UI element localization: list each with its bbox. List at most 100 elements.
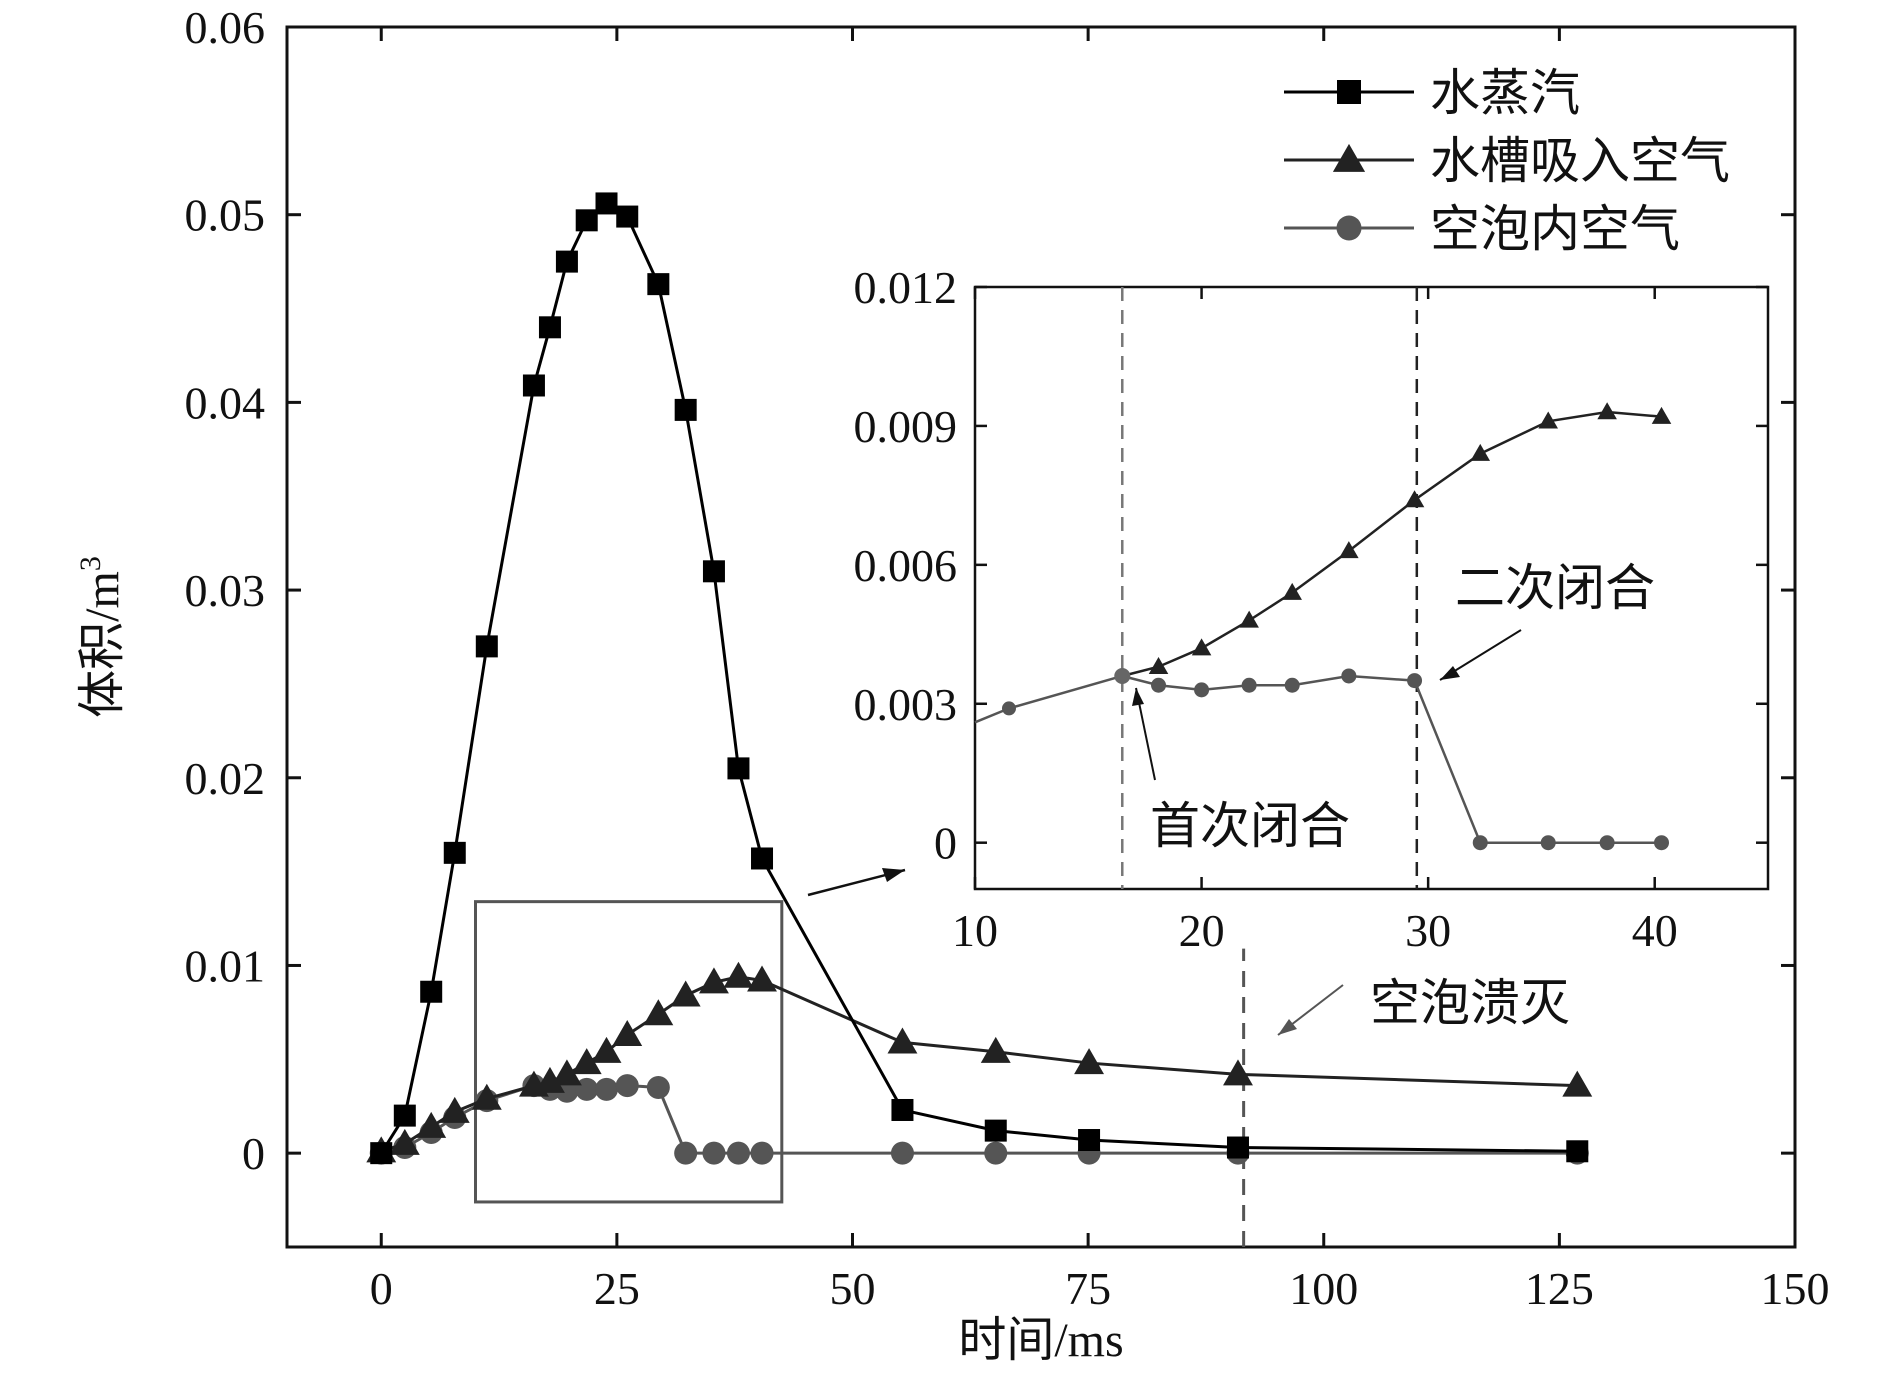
inset-point-cavity-air-10 [1654, 835, 1670, 851]
svg-text:体积/m3: 体积/m3 [74, 556, 129, 718]
inset-x-tick-label-2: 30 [1405, 905, 1451, 956]
legend-marker-air-absorbed [1332, 143, 1366, 172]
main-axis-ticks [287, 25, 1797, 1247]
inset-y-tick-label-4: 0.012 [854, 262, 958, 313]
inset-x-tick-label-0: 10 [952, 905, 998, 956]
inset-point-air-absorbed-7 [1470, 443, 1491, 461]
point-air-absorbed-6 [535, 1066, 565, 1093]
point-vapor-20 [1566, 1140, 1589, 1163]
y-tick-label-6: 0.06 [185, 2, 266, 53]
point-cavity-air-17 [984, 1141, 1008, 1165]
point-air-absorbed-8 [571, 1048, 602, 1075]
second-closure-annotation: 二次闭合 [1455, 560, 1655, 616]
point-air-absorbed-14 [723, 961, 754, 988]
inset-first-closure-point [1114, 667, 1131, 684]
legend-label-vapor: 水蒸汽 [1430, 65, 1580, 121]
first-closure-arrowhead [1132, 688, 1144, 706]
point-cavity-air-7 [555, 1079, 579, 1103]
point-air-absorbed-4 [471, 1083, 502, 1110]
inset-point-cavity-air-3 [1241, 677, 1257, 693]
y-axis-label-superscript: 3 [74, 556, 107, 571]
inset-plot-frame [973, 285, 1770, 891]
inset-point-cavity-air-4 [1284, 677, 1300, 693]
point-vapor-11 [647, 273, 670, 296]
point-vapor-14 [727, 757, 750, 780]
second-closure-arrowhead [1440, 666, 1460, 680]
legend-label-cavity-air: 空泡内空气 [1430, 201, 1680, 257]
point-vapor-9 [595, 192, 618, 215]
inset-point-cavity-air-1 [1151, 677, 1167, 693]
inset-point-cavity-air-9 [1599, 835, 1615, 851]
inset-shared-point [1001, 701, 1016, 716]
point-vapor-7 [555, 250, 578, 273]
y-axis-label-group: 体积/m3 [74, 556, 129, 718]
main-series-layer [366, 192, 1593, 1165]
inset-axis-ticks [973, 285, 1768, 889]
point-air-absorbed-12 [670, 980, 701, 1007]
point-vapor-2 [420, 980, 443, 1003]
point-air-absorbed-2 [416, 1111, 447, 1138]
point-vapor-6 [538, 316, 561, 339]
x-tick-label-5: 125 [1525, 1263, 1594, 1314]
point-cavity-air-12 [674, 1141, 698, 1165]
legend-marker-vapor [1337, 80, 1361, 104]
inset-point-cavity-air-8 [1540, 835, 1556, 851]
point-vapor-1 [393, 1104, 416, 1127]
first-closure-annotation: 首次闭合 [1150, 798, 1350, 854]
point-air-absorbed-13 [699, 967, 729, 994]
x-tick-label-4: 100 [1289, 1263, 1358, 1314]
inset-closure-lines [1121, 287, 1419, 889]
point-cavity-air-10 [615, 1074, 639, 1098]
point-air-absorbed-17 [980, 1036, 1011, 1063]
point-vapor-12 [674, 398, 697, 421]
point-cavity-air-14 [726, 1141, 750, 1165]
point-vapor-15 [751, 847, 774, 870]
point-air-absorbed-19 [1223, 1059, 1253, 1086]
inset-point-air-absorbed-1 [1148, 656, 1169, 674]
point-air-absorbed-15 [747, 965, 777, 992]
inset-tick-labels: 10 20 30 40 0 0.003 0.006 0.009 0.012 [854, 262, 1678, 956]
collapse-pointer-arrowhead [1278, 1019, 1297, 1035]
point-air-absorbed-20 [1562, 1070, 1593, 1097]
inset-point-cavity-air-6 [1407, 673, 1423, 689]
point-air-absorbed-3 [439, 1096, 470, 1123]
y-tick-label-1: 0.01 [185, 940, 266, 991]
y-tick-label-4: 0.04 [185, 377, 266, 428]
x-axis-label: 时间/ms [958, 1314, 1123, 1367]
x-tick-label-0: 0 [370, 1263, 393, 1314]
x-tick-label-2: 50 [830, 1263, 876, 1314]
inset-point-cavity-air-2 [1194, 682, 1210, 698]
y-tick-label-0: 0 [242, 1128, 265, 1179]
y-axis-label: 体积/m [76, 571, 129, 718]
x-tick-label-3: 75 [1065, 1263, 1111, 1314]
point-vapor-13 [702, 560, 725, 583]
inset-point-cavity-air-7 [1472, 835, 1488, 851]
point-vapor-19 [1226, 1136, 1249, 1159]
zoom-pointer-arrowhead [882, 868, 905, 882]
point-air-absorbed-18 [1074, 1048, 1105, 1075]
inset-point-air-absorbed-8 [1538, 411, 1559, 429]
inset-point-air-absorbed-4 [1282, 582, 1302, 600]
point-vapor-10 [616, 205, 639, 228]
point-air-absorbed-7 [551, 1059, 582, 1086]
point-vapor-3 [443, 841, 466, 864]
point-vapor-16 [891, 1098, 914, 1121]
legend-label-air-absorbed: 水槽吸入空气 [1430, 133, 1730, 189]
main-tick-labels: 0 25 50 75 100 125 15000.010.020.030.040.050.0… [185, 2, 1830, 1314]
inset-point-air-absorbed-5 [1339, 541, 1359, 559]
inset-point-air-absorbed-6 [1404, 490, 1425, 508]
point-vapor-18 [1078, 1129, 1101, 1152]
inset-background [975, 287, 1768, 889]
inset-x-tick-label-3: 40 [1632, 905, 1678, 956]
point-cavity-air-13 [702, 1141, 726, 1165]
collapse-annotation: 空泡溃灭 [1370, 975, 1570, 1031]
point-cavity-air-8 [575, 1077, 599, 1101]
inset-point-air-absorbed-2 [1191, 638, 1212, 656]
inset-x-tick-label-1: 20 [1179, 905, 1225, 956]
main-plot-frame [285, 25, 1797, 1249]
inset-point-air-absorbed-10 [1651, 406, 1672, 424]
y-tick-label-2: 0.02 [185, 753, 266, 804]
point-air-absorbed-9 [591, 1036, 622, 1063]
point-air-absorbed-1 [389, 1128, 420, 1155]
